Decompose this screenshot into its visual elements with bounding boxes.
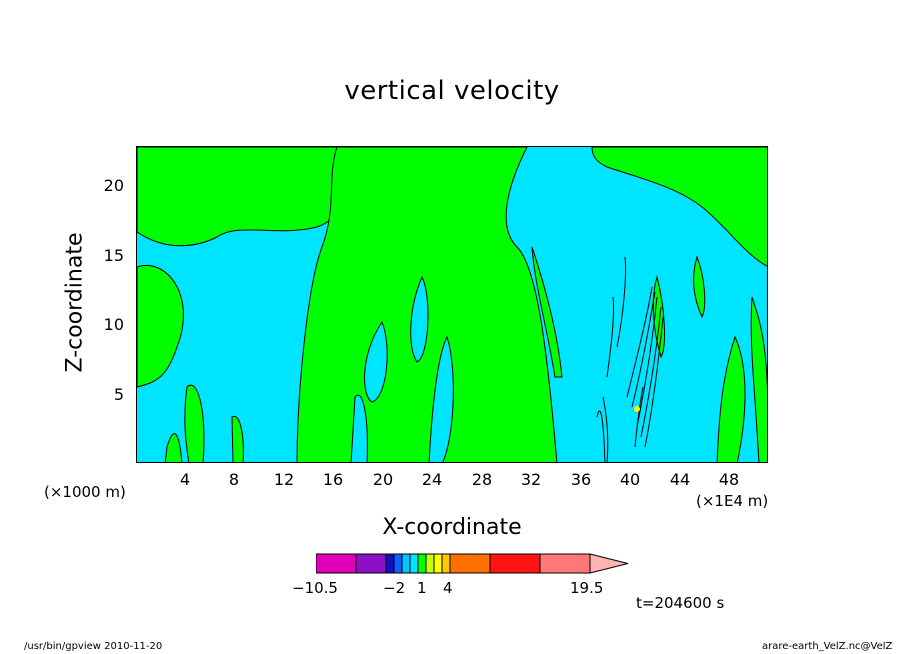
colorbar-swatch [489, 553, 541, 574]
x-unit-right: (×1E4 m) [696, 492, 769, 510]
y-tick-label: 5 [113, 385, 124, 404]
x-tick-label: 16 [322, 470, 344, 489]
y-tick-label: 10 [103, 315, 124, 334]
footer-right: arare-earth_VelZ.nc@VelZ [762, 641, 893, 652]
x-tick-label: 44 [669, 470, 691, 489]
y-axis-label: Z-coordinate [62, 232, 88, 373]
colorbar-label: 19.5 [570, 579, 604, 597]
time-label: t=204600 s [636, 594, 725, 612]
colorbar [315, 553, 632, 579]
colorbar-swatch [441, 553, 451, 574]
colorbar-swatch [315, 553, 357, 574]
colorbar-label: −2 [383, 579, 406, 597]
colorbar-swatch [409, 553, 419, 574]
x-tick-label: 4 [179, 470, 191, 489]
x-tick-label: 12 [273, 470, 295, 489]
x-tick-label: 40 [619, 470, 641, 489]
colorbar-extend-triangle [589, 553, 629, 574]
colorbar-swatch [401, 553, 411, 574]
x-tick-label: 36 [570, 470, 592, 489]
x-tick-label: 8 [228, 470, 240, 489]
colorbar-label: 4 [443, 579, 453, 597]
chart-title: vertical velocity [344, 76, 560, 106]
colorbar-swatch [385, 553, 395, 574]
x-tick-label: 24 [421, 470, 443, 489]
colorbar-swatch [449, 553, 491, 574]
colorbar-swatch [417, 553, 427, 574]
x-unit-left: (×1000 m) [44, 483, 126, 501]
x-tick-label: 28 [471, 470, 493, 489]
colorbar-swatches [315, 553, 629, 574]
colorbar-swatch [425, 553, 435, 574]
x-tick-label: 20 [372, 470, 394, 489]
x-tick-label: 32 [520, 470, 542, 489]
footer-left: /usr/bin/gpview 2010-11-20 [24, 641, 163, 652]
colorbar-label: 1 [417, 579, 427, 597]
positive-regions [137, 147, 767, 462]
colorbar-swatch [393, 553, 403, 574]
y-tick-label: 20 [103, 176, 124, 195]
colorbar-swatch [539, 553, 591, 574]
colorbar-swatch [433, 553, 443, 574]
plot-area [136, 146, 768, 463]
convective-contours [596, 256, 664, 462]
colorbar-swatch [355, 553, 387, 574]
y-tick-label: 15 [103, 246, 124, 265]
peak-marker [634, 406, 640, 412]
x-tick-label: 48 [718, 470, 740, 489]
contour-field [137, 147, 767, 462]
x-axis-label: X-coordinate [382, 515, 522, 540]
colorbar-label: −10.5 [292, 579, 338, 597]
